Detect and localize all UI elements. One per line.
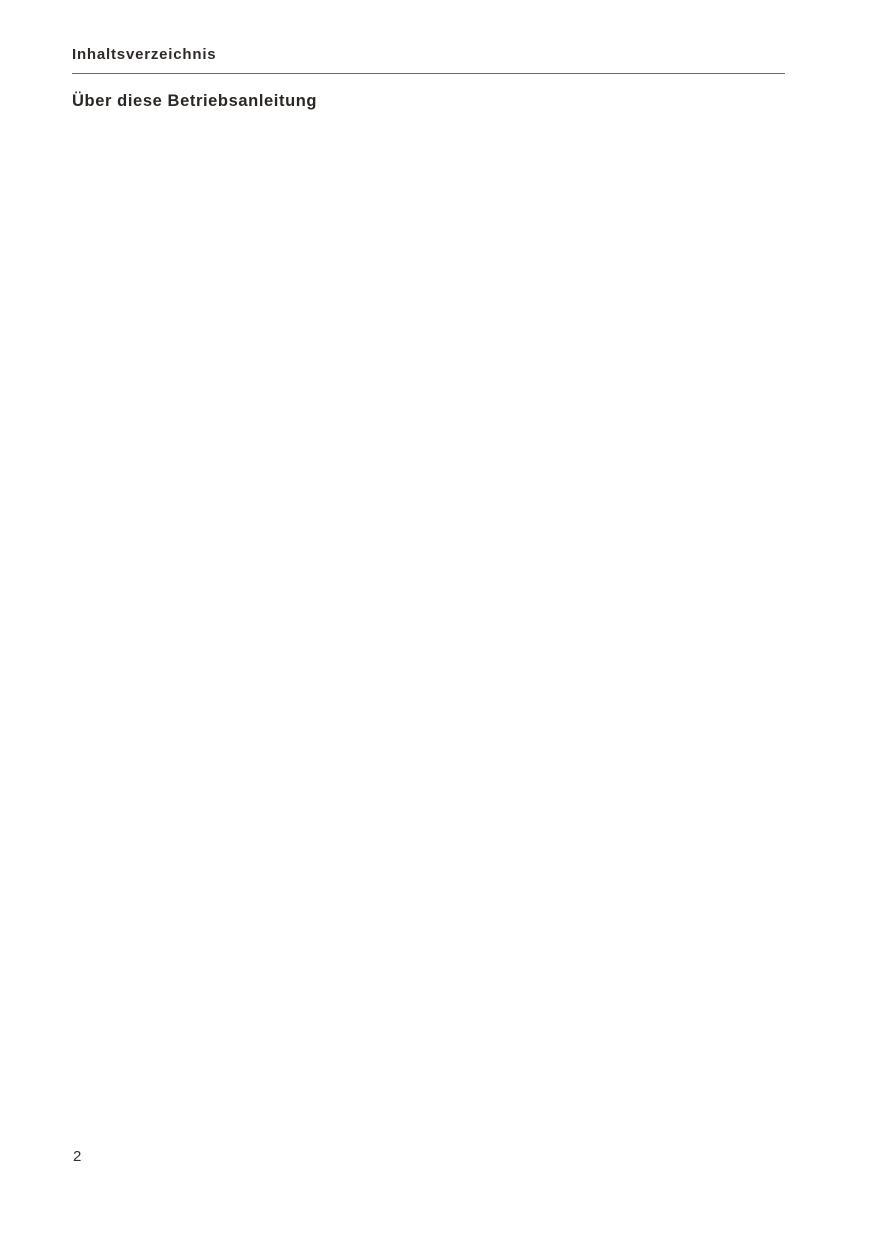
toc-group: Elektrische Fensterheber51Panorama-Glasd… [454,90,875,1241]
toc-entry-line: Über diese Betriebsanleitung5 [72,90,875,1241]
page-number: 2 [73,1148,82,1165]
toc-entry-page: 51 [647,90,875,1241]
toc-entry: Elektrische Fensterheber51 [454,90,875,1241]
toc-column-right: Elektrische Fensterheber51Panorama-Glasd… [454,90,875,1241]
toc-entry-label: Über diese Betriebsanleitung [72,92,318,110]
toc-columns: Über diese Betriebsanleitung5Kurz und bü… [72,90,875,1241]
header-rule [72,73,785,74]
toc-entry: Über diese Betriebsanleitung5 [72,90,875,1241]
toc-column-left: Über diese Betriebsanleitung5Kurz und bü… [72,90,875,1241]
page-header: Inhaltsverzeichnis [72,46,785,74]
page-footer: 2 [73,1148,81,1165]
toc-group: Über diese Betriebsanleitung5 [72,90,875,1241]
toc-entry-line: Elektrische Fensterheber51 [454,90,875,1241]
page-title: Inhaltsverzeichnis [72,46,217,63]
